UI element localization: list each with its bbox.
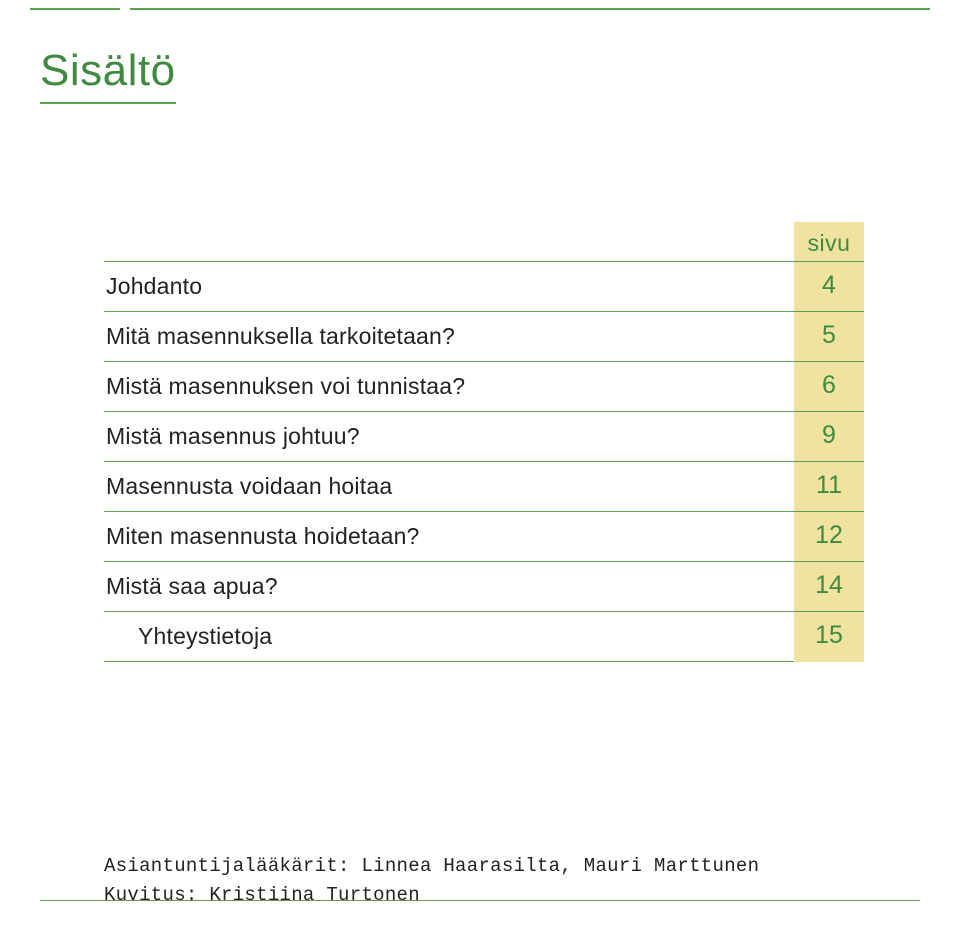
bottom-rule [40,900,920,902]
toc-row-page: 14 [794,562,864,611]
toc-row-page: 15 [794,612,864,662]
title-underline [40,102,176,104]
toc-row: Mitä masennuksella tarkoitetaan?5 [104,311,864,361]
toc-row: Masennusta voidaan hoitaa11 [104,461,864,511]
toc-row-label: Mistä saa apua? [104,562,794,611]
toc-row-page: 9 [794,412,864,461]
page-title: Sisältö [40,46,176,102]
toc-row: Mistä masennus johtuu?9 [104,411,864,461]
toc-rows-container: Johdanto4Mitä masennuksella tarkoitetaan… [104,261,864,662]
toc-row-label: Mistä masennus johtuu? [104,412,794,461]
toc-row: Mistä masennuksen voi tunnistaa?6 [104,361,864,411]
toc-row-page: 12 [794,512,864,561]
credits-line-experts: Asiantuntijalääkärit: Linnea Haarasilta,… [104,852,920,881]
toc-row-label: Mistä masennuksen voi tunnistaa? [104,362,794,411]
toc-row-label: Masennusta voidaan hoitaa [104,462,794,511]
toc-row-label: Yhteystietoja [104,612,794,662]
toc-header-page-label: sivu [794,222,864,261]
toc-row-label: Miten masennusta hoidetaan? [104,512,794,561]
toc-row-page: 5 [794,312,864,361]
toc-row-page: 4 [794,262,864,311]
toc-row: Miten masennusta hoidetaan?12 [104,511,864,561]
toc-row: Mistä saa apua?14 [104,561,864,611]
toc-row-label: Mitä masennuksella tarkoitetaan? [104,312,794,361]
toc-header-row: sivu [104,222,864,261]
table-of-contents: sivu Johdanto4Mitä masennuksella tarkoit… [104,222,864,662]
page-body: Sisältö sivu Johdanto4Mitä masennuksella… [0,0,960,909]
top-rule-left [30,8,120,10]
toc-row-page: 11 [794,462,864,511]
toc-row-label: Johdanto [104,262,794,311]
toc-row: Johdanto4 [104,261,864,311]
toc-row-page: 6 [794,362,864,411]
top-rule-right [130,8,930,10]
title-block: Sisältö [40,46,176,104]
credits-line-illustration: Kuvitus: Kristiina Turtonen [104,881,920,910]
toc-row: Yhteystietoja15 [104,611,864,662]
